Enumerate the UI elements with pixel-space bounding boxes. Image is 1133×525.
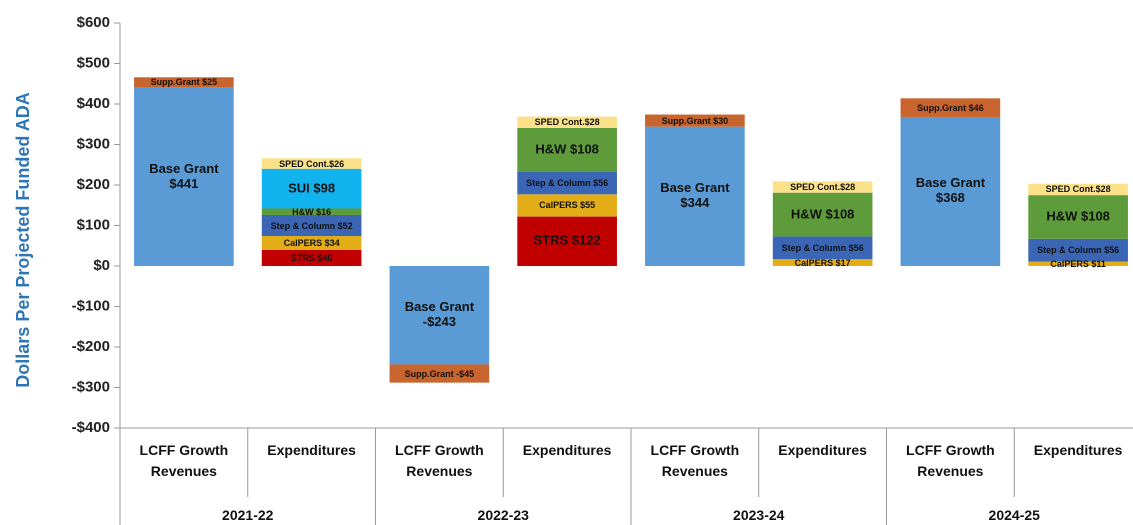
group-label: 2023-24 — [733, 507, 785, 523]
y-tick-label: $300 — [77, 135, 110, 152]
y-tick-label: $200 — [77, 176, 110, 193]
y-tick-label: -$200 — [72, 338, 110, 355]
data-label: CalPERS $11 — [1050, 258, 1106, 269]
y-tick-label: $0 — [93, 257, 110, 274]
bar-segment — [261, 249, 362, 266]
data-label: H&W $108 — [1046, 208, 1110, 224]
data-label: Supp.Grant $30 — [661, 115, 729, 126]
data-label: H&W $108 — [535, 141, 599, 157]
y-axis-title: Dollars Per Projected Funded ADA — [13, 92, 33, 387]
bar-segment — [772, 192, 873, 237]
bar-segment — [517, 216, 617, 266]
bar-segment — [517, 116, 617, 128]
data-label: Supp.Grant -$45 — [404, 368, 475, 379]
y-tick-label: -$300 — [72, 378, 110, 395]
bar-segment — [1028, 238, 1128, 262]
bar-segment — [1028, 183, 1128, 196]
data-label: CalPERS $55 — [539, 200, 596, 211]
bar-segment — [1028, 261, 1128, 266]
bar-segment — [261, 158, 362, 169]
data-label: SPED Cont.$28 — [1045, 184, 1111, 195]
data-label: Base Grant $368 — [915, 175, 986, 206]
bar-segment — [645, 126, 745, 267]
data-label: Supp.Grant $46 — [917, 102, 984, 113]
data-label: H&W $16 — [292, 206, 332, 217]
data-label: STRS $40 — [290, 252, 333, 263]
bar-segment — [900, 116, 1001, 267]
y-tick-label: $400 — [77, 95, 110, 112]
bar-segment — [517, 194, 617, 217]
bar-segment — [261, 208, 362, 215]
data-label: Base Grant $441 — [149, 160, 219, 191]
data-label: SPED Cont.$26 — [279, 158, 345, 169]
bar-segment — [517, 127, 617, 172]
bar-segment — [261, 236, 362, 250]
bar-segment — [134, 87, 234, 267]
data-label: SPED Cont.$28 — [790, 181, 856, 192]
data-label: SPED Cont.$28 — [534, 117, 600, 128]
data-label: Supp.Grant $25 — [150, 77, 218, 88]
bar-segment — [134, 77, 234, 88]
data-label: Base Grant $344 — [660, 180, 730, 211]
x-tick-label: LCFF Growth Revenues — [650, 442, 740, 479]
bar-segment — [261, 168, 362, 209]
y-tick-label: $500 — [77, 54, 110, 71]
data-label: Step & Column $56 — [526, 177, 609, 188]
x-tick-label: Expenditures — [267, 442, 356, 458]
bar-segment — [261, 214, 362, 237]
data-label: SUI $98 — [288, 180, 336, 196]
data-label: Step & Column $56 — [781, 242, 864, 253]
x-tick-label: Expenditures — [778, 442, 867, 458]
bar-segment — [645, 114, 745, 127]
bar-segment — [772, 259, 873, 266]
bar-segment — [1028, 195, 1128, 239]
data-label: CalPERS $34 — [283, 237, 340, 248]
x-tick-label: LCFF Growth Revenues — [906, 442, 995, 479]
x-tick-label: LCFF Growth Revenues — [395, 442, 484, 479]
bar-segment — [517, 171, 617, 195]
data-label: Step & Column $56 — [1037, 245, 1120, 256]
y-tick-label: -$400 — [72, 419, 110, 436]
data-label: H&W $108 — [790, 206, 855, 222]
group-label: 2024-25 — [988, 507, 1040, 523]
y-tick-label: $100 — [77, 216, 110, 233]
data-label: Step & Column $52 — [270, 220, 353, 231]
bar-segment — [389, 266, 490, 365]
bar-segment — [900, 98, 1001, 117]
group-label: 2021-22 — [222, 507, 274, 523]
x-tick-label: Expenditures — [1033, 442, 1123, 458]
group-label: 2022-23 — [477, 507, 529, 523]
y-tick-label: -$100 — [72, 297, 110, 314]
bar-segment — [389, 364, 490, 383]
y-tick-label: $600 — [77, 14, 110, 31]
data-label: CalPERS $17 — [794, 257, 851, 268]
bar-segment — [772, 181, 873, 193]
bar-segment — [772, 236, 873, 260]
x-tick-label: LCFF Growth Revenues — [139, 442, 229, 479]
x-tick-label: Expenditures — [522, 442, 612, 458]
data-label: STRS $122 — [533, 232, 601, 248]
data-label: Base Grant -$243 — [404, 299, 475, 330]
